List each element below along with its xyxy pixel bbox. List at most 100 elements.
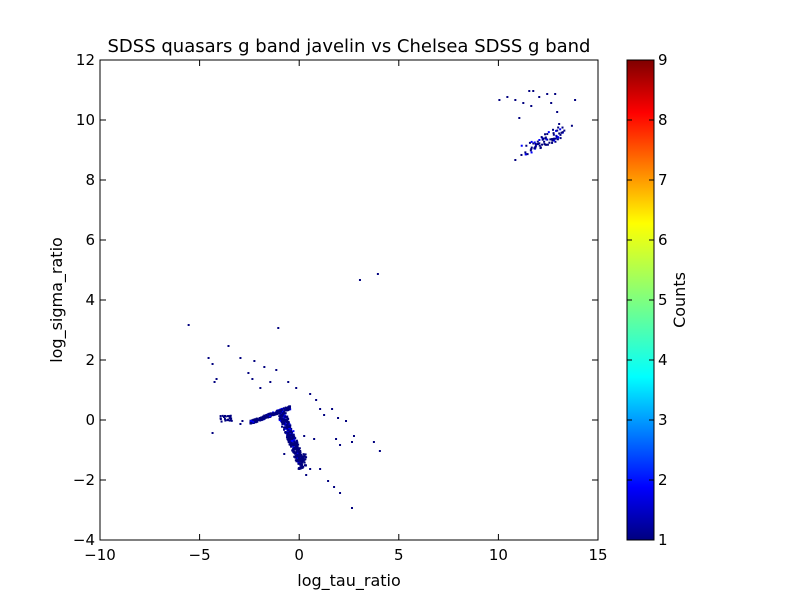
heatmap-cell xyxy=(269,412,272,415)
x-tick-label: −5 xyxy=(189,546,211,564)
heatmap-cell xyxy=(289,436,292,439)
heatmap-cell xyxy=(294,437,297,440)
heatmap-cell xyxy=(528,141,531,144)
heatmap-cell xyxy=(287,431,290,434)
heatmap-cell xyxy=(277,327,280,329)
heatmap-cell xyxy=(296,458,299,461)
heatmap-cell xyxy=(281,418,284,421)
heatmap-cell xyxy=(313,438,316,440)
y-tick-label: −4 xyxy=(73,531,95,549)
heatmap-cell xyxy=(574,99,577,101)
heatmap-cell xyxy=(378,450,381,452)
heatmap-cell xyxy=(297,443,300,446)
heatmap-cell xyxy=(211,432,214,434)
heatmap-cell xyxy=(288,443,291,446)
heatmap-cell xyxy=(296,456,299,459)
heatmap-cell xyxy=(256,420,259,423)
heatmap-cell xyxy=(259,417,262,420)
heatmap-cells xyxy=(187,90,577,509)
heatmap-cell xyxy=(295,444,298,447)
x-tick-label: −10 xyxy=(84,546,116,564)
heatmap-cell xyxy=(289,428,292,431)
heatmap-cell xyxy=(301,460,304,463)
heatmap-cell xyxy=(284,422,287,425)
colorbar-label: Counts xyxy=(670,272,689,328)
heatmap-cell xyxy=(288,406,291,409)
heatmap-cell xyxy=(532,142,535,145)
heatmap-cell xyxy=(271,414,274,417)
heatmap-cell xyxy=(288,430,291,433)
heatmap-cell xyxy=(292,443,295,446)
heatmap-cell xyxy=(280,413,283,416)
heatmap-cell xyxy=(290,438,293,441)
heatmap-cell xyxy=(286,419,289,422)
heatmap-cell xyxy=(553,139,556,142)
heatmap-cell xyxy=(309,468,312,470)
heatmap-cell xyxy=(547,131,550,134)
heatmap-cell xyxy=(345,420,348,422)
heatmap-cell xyxy=(352,435,355,437)
heatmap-cell xyxy=(221,414,224,417)
heatmap-cell xyxy=(302,453,305,456)
heatmap-cell xyxy=(239,423,242,425)
y-tick-label: 10 xyxy=(76,111,95,129)
heatmap-cell xyxy=(292,437,295,440)
heatmap-cell xyxy=(276,412,279,415)
heatmap-cell xyxy=(319,468,322,470)
colorbar-tick-label: 7 xyxy=(658,171,668,189)
heatmap-cell xyxy=(287,381,290,383)
y-tick-label: −2 xyxy=(73,471,95,489)
heatmap-cell xyxy=(263,417,266,420)
heatmap-cell xyxy=(279,413,282,416)
heatmap-cell xyxy=(302,459,305,462)
heatmap-cell xyxy=(294,452,297,455)
heatmap-cell xyxy=(295,450,298,453)
heatmap-cell xyxy=(283,428,286,431)
heatmap-cell xyxy=(290,433,293,436)
heatmap-cell xyxy=(550,102,553,104)
heatmap-cell xyxy=(260,416,263,419)
heatmap-cell xyxy=(298,467,301,470)
heatmap-cell xyxy=(290,442,293,445)
y-axis-label: log_sigma_ratio xyxy=(47,237,67,363)
heatmap-cell xyxy=(305,456,308,459)
heatmap-cell xyxy=(372,441,375,443)
heatmap-cell xyxy=(546,93,549,95)
heatmap-cell xyxy=(556,138,559,141)
heatmap-cell xyxy=(561,131,564,134)
heatmap-cell xyxy=(331,408,334,410)
heatmap-cell xyxy=(213,381,216,383)
heatmap-cell xyxy=(293,435,296,438)
heatmap-cell xyxy=(283,407,286,410)
heatmap-cell xyxy=(300,453,303,456)
x-tick-label: 15 xyxy=(588,546,607,564)
heatmap-cell xyxy=(284,409,287,412)
heatmap-cell xyxy=(275,369,278,371)
heatmap-cell xyxy=(529,149,532,152)
heatmap-cell xyxy=(288,441,291,444)
heatmap-cell xyxy=(552,128,555,131)
heatmap-cell xyxy=(219,417,222,420)
heatmap-cell xyxy=(518,117,521,119)
heatmap-cell xyxy=(284,418,287,421)
heatmap-cell xyxy=(552,138,555,141)
heatmap-cell xyxy=(286,407,289,410)
heatmap-cell xyxy=(287,427,290,430)
heatmap-cell xyxy=(252,420,255,423)
heatmap-cell xyxy=(498,99,501,101)
heatmap-cell xyxy=(278,417,281,420)
heatmap-cell xyxy=(281,415,284,418)
heatmap-cell xyxy=(358,279,361,281)
heatmap-cell xyxy=(276,410,279,413)
heatmap-cell xyxy=(289,426,292,429)
y-tick-label: 2 xyxy=(85,351,95,369)
heatmap-cell xyxy=(538,142,541,145)
heatmap-cell xyxy=(530,105,533,107)
heatmap-cell xyxy=(295,439,298,442)
heatmap-cell xyxy=(304,453,307,456)
plot-frame xyxy=(99,59,599,541)
heatmap-cell xyxy=(339,492,342,494)
heatmap-cell xyxy=(285,421,288,424)
x-axis-ticks: −10 −5 0 5 10 15 xyxy=(84,60,608,564)
heatmap-cell xyxy=(545,143,548,146)
